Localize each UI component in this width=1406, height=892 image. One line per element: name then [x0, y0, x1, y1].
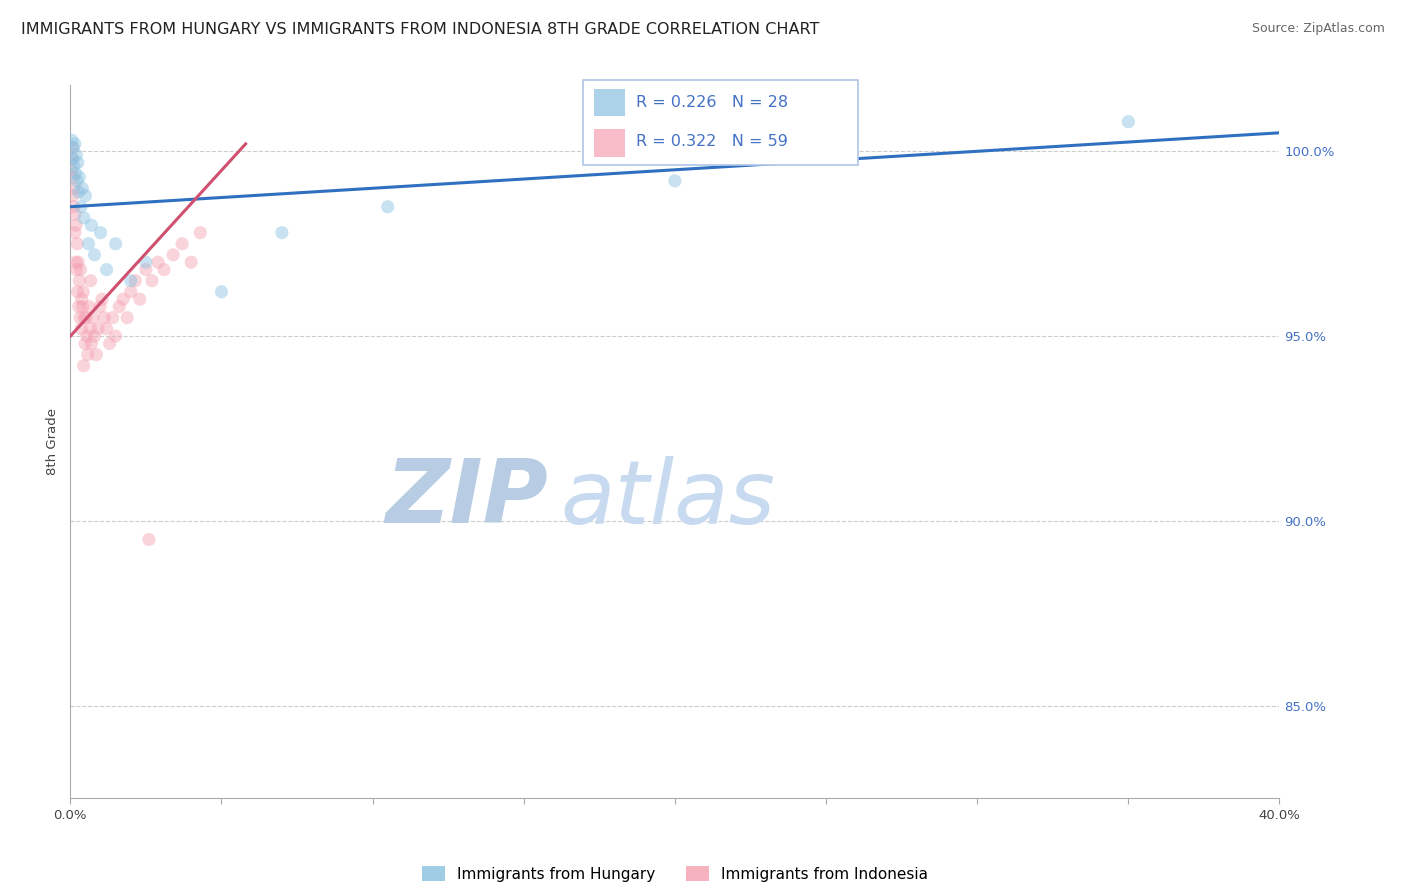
Point [60, 140, 83, 154]
Text: ZIP: ZIP [385, 455, 548, 542]
Point [377, 200, 399, 214]
Point [72, 300, 94, 314]
Point [101, 310, 124, 325]
Point [90, 226, 111, 240]
Point [124, 274, 146, 288]
Point [146, 255, 169, 269]
Bar [595, 89, 624, 116]
Point [67, 300, 90, 314]
Point [70, 322, 93, 336]
Point [72, 181, 94, 195]
Point [112, 292, 135, 306]
Point [72, 285, 94, 299]
Point [77, 300, 100, 314]
Text: R = 0.322   N = 59: R = 0.322 N = 59 [636, 134, 787, 149]
Point [63, 136, 86, 151]
Point [70, 292, 93, 306]
Text: R = 0.226   N = 28: R = 0.226 N = 28 [636, 95, 787, 110]
Bar [595, 129, 624, 157]
Point [75, 188, 97, 202]
Point [162, 248, 184, 262]
Point [135, 262, 157, 277]
Legend: Immigrants from Hungary, Immigrants from Indonesia: Immigrants from Hungary, Immigrants from… [416, 860, 934, 888]
Point [69, 262, 91, 277]
Point [75, 336, 97, 351]
Point [65, 166, 87, 180]
Y-axis label: 8th Grade: 8th Grade [46, 408, 59, 475]
Point [65, 219, 87, 233]
Text: IMMIGRANTS FROM HUNGARY VS IMMIGRANTS FROM INDONESIA 8TH GRADE CORRELATION CHART: IMMIGRANTS FROM HUNGARY VS IMMIGRANTS FR… [21, 22, 820, 37]
Point [75, 310, 97, 325]
Point [108, 300, 131, 314]
Point [96, 262, 118, 277]
Point [66, 285, 89, 299]
Point [664, 174, 686, 188]
Point [67, 170, 90, 185]
Point [93, 310, 115, 325]
Point [66, 155, 89, 169]
Point [135, 255, 157, 269]
Point [188, 226, 211, 240]
Point [104, 329, 127, 343]
Point [66, 236, 89, 251]
Point [80, 219, 103, 233]
Point [69, 310, 91, 325]
Text: atlas: atlas [560, 456, 775, 541]
Point [270, 226, 294, 240]
Point [63, 181, 86, 195]
Point [62, 200, 84, 214]
Point [73, 211, 96, 225]
Point [128, 292, 150, 306]
Point [70, 200, 93, 214]
Point [96, 322, 118, 336]
Point [67, 255, 90, 269]
Point [211, 285, 233, 299]
Point [141, 274, 163, 288]
Point [62, 152, 84, 166]
Point [104, 236, 127, 251]
Point [66, 174, 89, 188]
Point [60, 162, 83, 177]
Point [65, 148, 87, 162]
Point [77, 236, 100, 251]
Point [62, 170, 84, 185]
Point [67, 274, 90, 288]
Point [66, 262, 89, 277]
Point [153, 262, 176, 277]
Point [138, 533, 160, 547]
Point [1118, 114, 1140, 128]
Point [80, 336, 103, 351]
Point [115, 310, 138, 325]
Point [63, 207, 86, 221]
Point [83, 329, 105, 343]
Point [82, 310, 104, 325]
Point [91, 292, 114, 306]
Point [67, 185, 90, 199]
Point [76, 348, 98, 362]
Point [62, 152, 84, 166]
Point [120, 285, 142, 299]
Point [73, 310, 96, 325]
Point [98, 336, 121, 351]
Point [72, 359, 94, 373]
Point [62, 140, 84, 154]
Point [84, 348, 107, 362]
Point [180, 255, 202, 269]
Point [83, 248, 105, 262]
Point [87, 322, 110, 336]
Point [60, 133, 83, 147]
Point [89, 300, 111, 314]
Point [79, 322, 101, 336]
Point [120, 274, 142, 288]
Point [172, 236, 194, 251]
Text: Source: ZipAtlas.com: Source: ZipAtlas.com [1251, 22, 1385, 36]
FancyBboxPatch shape [583, 80, 858, 165]
Point [63, 159, 86, 173]
Point [62, 188, 84, 202]
Point [63, 226, 86, 240]
Point [79, 274, 101, 288]
Point [65, 255, 87, 269]
Point [76, 329, 98, 343]
